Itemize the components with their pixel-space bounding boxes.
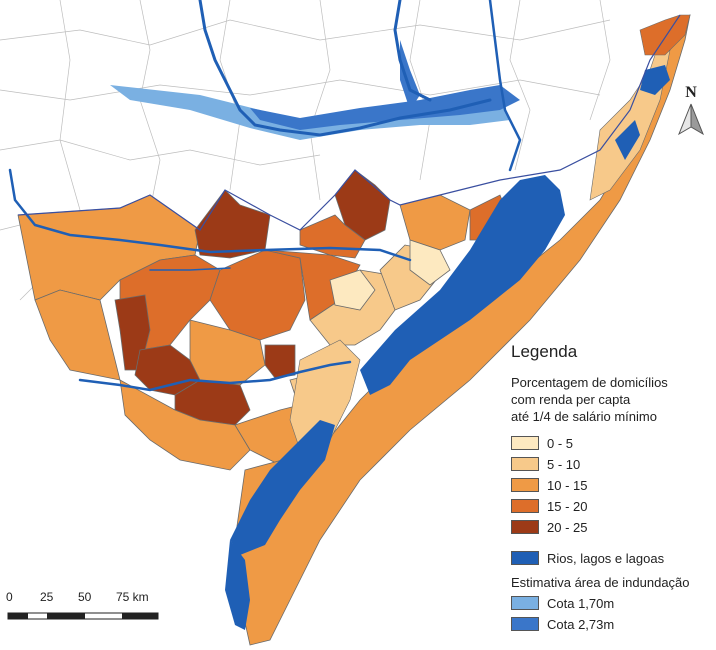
- north-label: N: [685, 84, 697, 101]
- legend-flood-273: Cota 2,73m: [511, 614, 711, 634]
- legend-subtitle: Porcentagem de domicílios com renda per …: [511, 374, 711, 425]
- municipality-mid-south: [189, 319, 266, 386]
- flood-1-70: [110, 85, 510, 140]
- legend-class-label: 20 - 25: [547, 519, 588, 535]
- legend-water: Rios, lagos e lagoas: [511, 548, 711, 568]
- municipality-center: [209, 249, 306, 341]
- swatch: [511, 478, 539, 492]
- scale-label: 75 km: [116, 590, 149, 604]
- legend-flood-title: Estimativa área de indundação: [511, 575, 690, 590]
- swatch: [511, 596, 539, 610]
- legend-class-20-25: 20 - 25: [511, 517, 711, 537]
- swatch: [511, 551, 539, 565]
- legend-subtitle-line: até 1/4 de salário mínimo: [511, 409, 657, 424]
- swatch: [511, 457, 539, 471]
- municipality-dark-north: [194, 189, 271, 259]
- legend-class-label: 10 - 15: [547, 477, 588, 493]
- legend-class-label: 5 - 10: [547, 456, 581, 472]
- scale-bar-graphic: [7, 612, 159, 620]
- legend-flood-170: Cota 1,70m: [511, 593, 711, 613]
- water-bodies: [225, 65, 670, 630]
- legend-class-10-15: 10 - 15: [511, 475, 711, 495]
- municipality-west-south: [34, 289, 121, 381]
- municipality-ne-light: [409, 239, 451, 286]
- coastal-dark-ne: [639, 14, 691, 56]
- legend-flood-label: Cota 1,70m: [547, 595, 615, 611]
- swatch: [511, 436, 539, 450]
- scale-label: 25: [40, 590, 54, 604]
- legend-class-label: 15 - 20: [547, 498, 588, 514]
- coastal-light-center: [289, 339, 361, 451]
- swatch: [511, 499, 539, 513]
- legend-title: Legenda: [511, 342, 578, 361]
- legend-class-15-20: 15 - 20: [511, 496, 711, 516]
- legend-water-label: Rios, lagos e lagoas: [547, 550, 665, 566]
- legend-flood-label: Cota 2,73m: [547, 616, 615, 632]
- flood-river-north: [400, 40, 420, 110]
- legend-class-0-5: 0 - 5: [511, 433, 711, 453]
- region-outline: [17, 14, 681, 231]
- rivers: [8, 0, 522, 392]
- lagoa-mirim-south: [225, 540, 250, 630]
- swatch: [511, 617, 539, 631]
- municipality-lightest: [329, 269, 376, 311]
- legend-subtitle-line: com renda per capta: [511, 392, 631, 407]
- coast-lagoon-north: [640, 65, 670, 95]
- scale-label: 50: [78, 590, 92, 604]
- scale-bar: 0 25 50 75 km: [6, 590, 166, 630]
- municipality-dark-small: [264, 344, 296, 379]
- lagoa-dos-patos: [360, 175, 565, 395]
- swatch: [511, 520, 539, 534]
- municipality-south-1: [119, 379, 251, 471]
- lagoa-mirim: [230, 420, 335, 555]
- north-arrow: N: [676, 84, 706, 141]
- legend-subtitle-line: Porcentagem de domicílios: [511, 375, 668, 390]
- north-arrow-icon: [677, 103, 705, 136]
- flood-2-73: [250, 85, 520, 130]
- legend-class-5-10: 5 - 10: [511, 454, 711, 474]
- scale-label: 0: [6, 590, 13, 604]
- coast-lagoon-ne: [615, 120, 640, 160]
- legend: Legenda Porcentagem de domicílios com re…: [511, 342, 711, 635]
- legend-class-label: 0 - 5: [547, 435, 574, 451]
